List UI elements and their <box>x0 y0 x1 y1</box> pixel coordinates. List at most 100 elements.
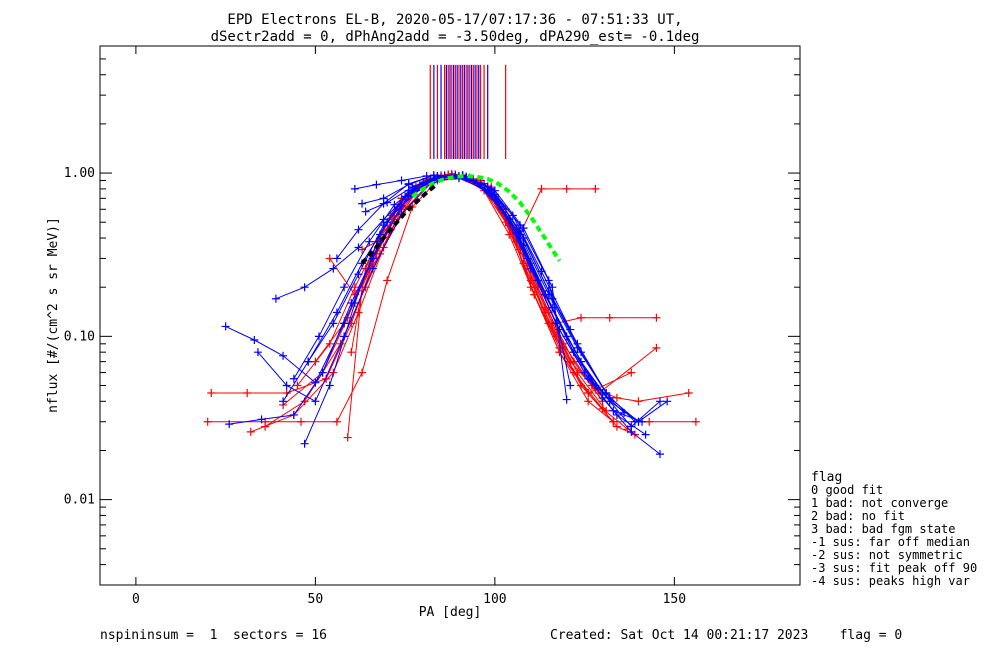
blue-data-point <box>390 200 399 209</box>
red-curve-4 <box>282 174 614 423</box>
red-data-point <box>325 339 334 348</box>
blue-data-point <box>641 430 650 439</box>
blue-data-point <box>271 294 280 303</box>
blue-data-point <box>379 194 388 203</box>
blue-data-point <box>397 176 406 185</box>
red-data-point <box>325 254 334 263</box>
blue-data-point <box>225 420 234 429</box>
flag-legend: flag 0 good fit 1 bad: not converge 2 ba… <box>811 470 977 588</box>
red-data-point <box>562 184 571 193</box>
x-tick-label-150: 150 <box>663 592 686 607</box>
blue-data-point <box>318 368 327 377</box>
red-data-point <box>645 417 654 426</box>
blue-data-point <box>311 397 320 406</box>
x-axis-label: PA [deg] <box>419 605 482 620</box>
blue-data-point <box>340 283 349 292</box>
blue-data-point <box>566 325 575 334</box>
blue-data-point <box>354 243 363 252</box>
y-tick-label-0.1: 0.10 <box>64 329 95 344</box>
blue-data-point <box>314 332 323 341</box>
red-data-point <box>634 397 643 406</box>
black-fit-curve <box>360 182 439 265</box>
blue-data-point <box>253 348 262 357</box>
chart-title: EPD Electrons EL-B, 2020-05-17/07:17:36 … <box>227 12 682 28</box>
blue-data-point <box>573 343 582 352</box>
blue-data-point <box>656 397 664 406</box>
blue-data-point <box>332 308 341 317</box>
red-data-point <box>591 184 600 193</box>
red-curve-0 <box>207 177 696 423</box>
red-data-point <box>261 422 270 431</box>
blue-data-point <box>365 237 374 246</box>
blue-data-point <box>361 207 370 216</box>
footer-spin-info: nspininsum = 1 sectors = 16 <box>100 628 327 643</box>
blue-data-point <box>332 254 341 263</box>
red-data-point <box>293 381 302 390</box>
blue-data-point <box>368 264 377 273</box>
legend-entry-4: -1 sus: far off median <box>811 535 970 549</box>
blue-data-point <box>300 439 309 448</box>
blue-data-point <box>282 381 291 390</box>
legend-entry-6: -3 sus: fit peak off 90 <box>811 561 977 575</box>
blue-data-point <box>350 184 359 193</box>
y-axis-label: nflux [#/(cm^2 s sr MeV)] <box>46 217 61 413</box>
blue-data-point <box>602 388 611 397</box>
red-data-point <box>612 393 621 402</box>
blue-data-point <box>433 171 442 180</box>
red-data-point <box>602 406 611 415</box>
blue-data-point <box>490 186 499 195</box>
blue-data-point <box>551 319 560 328</box>
blue-data-point <box>422 171 431 180</box>
red-curve-1 <box>211 176 689 402</box>
blue-data-point <box>350 299 359 308</box>
blue-data-point <box>612 410 621 419</box>
blue-data-point <box>656 450 664 459</box>
blue-data-point <box>533 276 542 285</box>
blue-data-point <box>300 283 309 292</box>
vertical-marks-group <box>429 64 507 159</box>
red-data-point <box>311 357 320 366</box>
red-data-point <box>207 388 216 397</box>
blue-data-point <box>562 395 571 404</box>
blue-data-point <box>304 357 313 366</box>
blue-data-point <box>354 270 363 279</box>
red-data-point <box>577 313 586 322</box>
blue-data-point <box>325 381 334 390</box>
red-data-point <box>609 417 618 426</box>
red-data-point <box>537 184 546 193</box>
blue-data-point <box>519 224 528 233</box>
plot-frame <box>99 45 801 586</box>
y-axis-ticks: 0.01 0.10 1.00 <box>64 45 800 586</box>
legend-entry-3: 3 bad: bad fgm state <box>811 522 956 536</box>
blue-data-point <box>591 381 600 390</box>
green-fit-curve <box>411 173 562 262</box>
legend-entry-1: 1 bad: not converge <box>811 496 948 510</box>
blue-data-point <box>257 415 266 424</box>
x-axis-ticks: 0 50 100 150 <box>132 46 686 607</box>
blue-data-point <box>605 393 614 402</box>
legend-entry-0: 0 good fit <box>811 483 883 497</box>
legend-entry-2: 2 bad: no fit <box>811 509 905 523</box>
red-data-point <box>530 290 539 299</box>
blue-data-point <box>663 397 672 406</box>
blue-data-point <box>577 348 586 357</box>
blue-data-point <box>250 335 259 344</box>
blue-data-point <box>221 322 230 331</box>
y-tick-label-1: 1.00 <box>64 166 95 181</box>
red-data-point <box>243 388 252 397</box>
blue-data-point <box>289 410 298 419</box>
blue-data-point <box>584 374 593 383</box>
fit-curves-group <box>360 173 562 265</box>
footer-created-info: Created: Sat Oct 14 00:21:17 2023 flag =… <box>550 628 902 643</box>
x-tick-label-0: 0 <box>132 592 140 607</box>
x-tick-label-50: 50 <box>308 592 324 607</box>
red-data-point <box>203 417 212 426</box>
blue-data-point <box>562 332 571 341</box>
x-tick-label-100: 100 <box>483 592 506 607</box>
blue-data-point <box>289 374 298 383</box>
red-data-point <box>627 368 636 377</box>
legend-entry-7: -4 sus: peaks high var <box>811 574 970 588</box>
chart-subtitle: dSectr2add = 0, dPhAng2add = -3.50deg, d… <box>211 29 700 45</box>
red-data-point <box>246 427 255 436</box>
